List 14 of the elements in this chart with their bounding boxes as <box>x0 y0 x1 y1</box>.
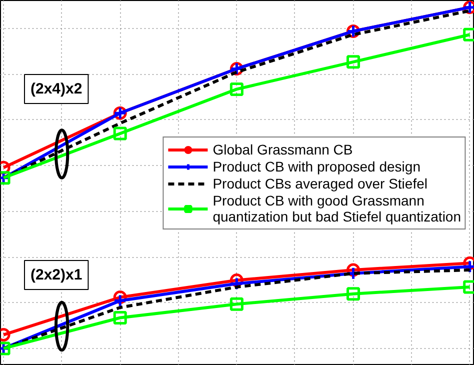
legend-label: Product CBs averaged over Stiefel <box>212 175 428 191</box>
annotation: (2x4)x2 <box>30 80 82 98</box>
point <box>346 287 360 301</box>
legend-label: Product CB with good Grassmann quantization but bad Stiefel quantization <box>212 192 461 224</box>
point <box>113 310 127 324</box>
point <box>230 276 244 290</box>
point <box>230 82 244 96</box>
point <box>346 55 360 69</box>
point <box>113 126 127 140</box>
point <box>230 297 244 311</box>
legend-label: Global Grassmann CB <box>212 141 353 157</box>
legend-label: Product CB with proposed design <box>212 158 420 174</box>
annotation: (2x2)x1 <box>30 266 82 284</box>
point <box>113 294 127 308</box>
